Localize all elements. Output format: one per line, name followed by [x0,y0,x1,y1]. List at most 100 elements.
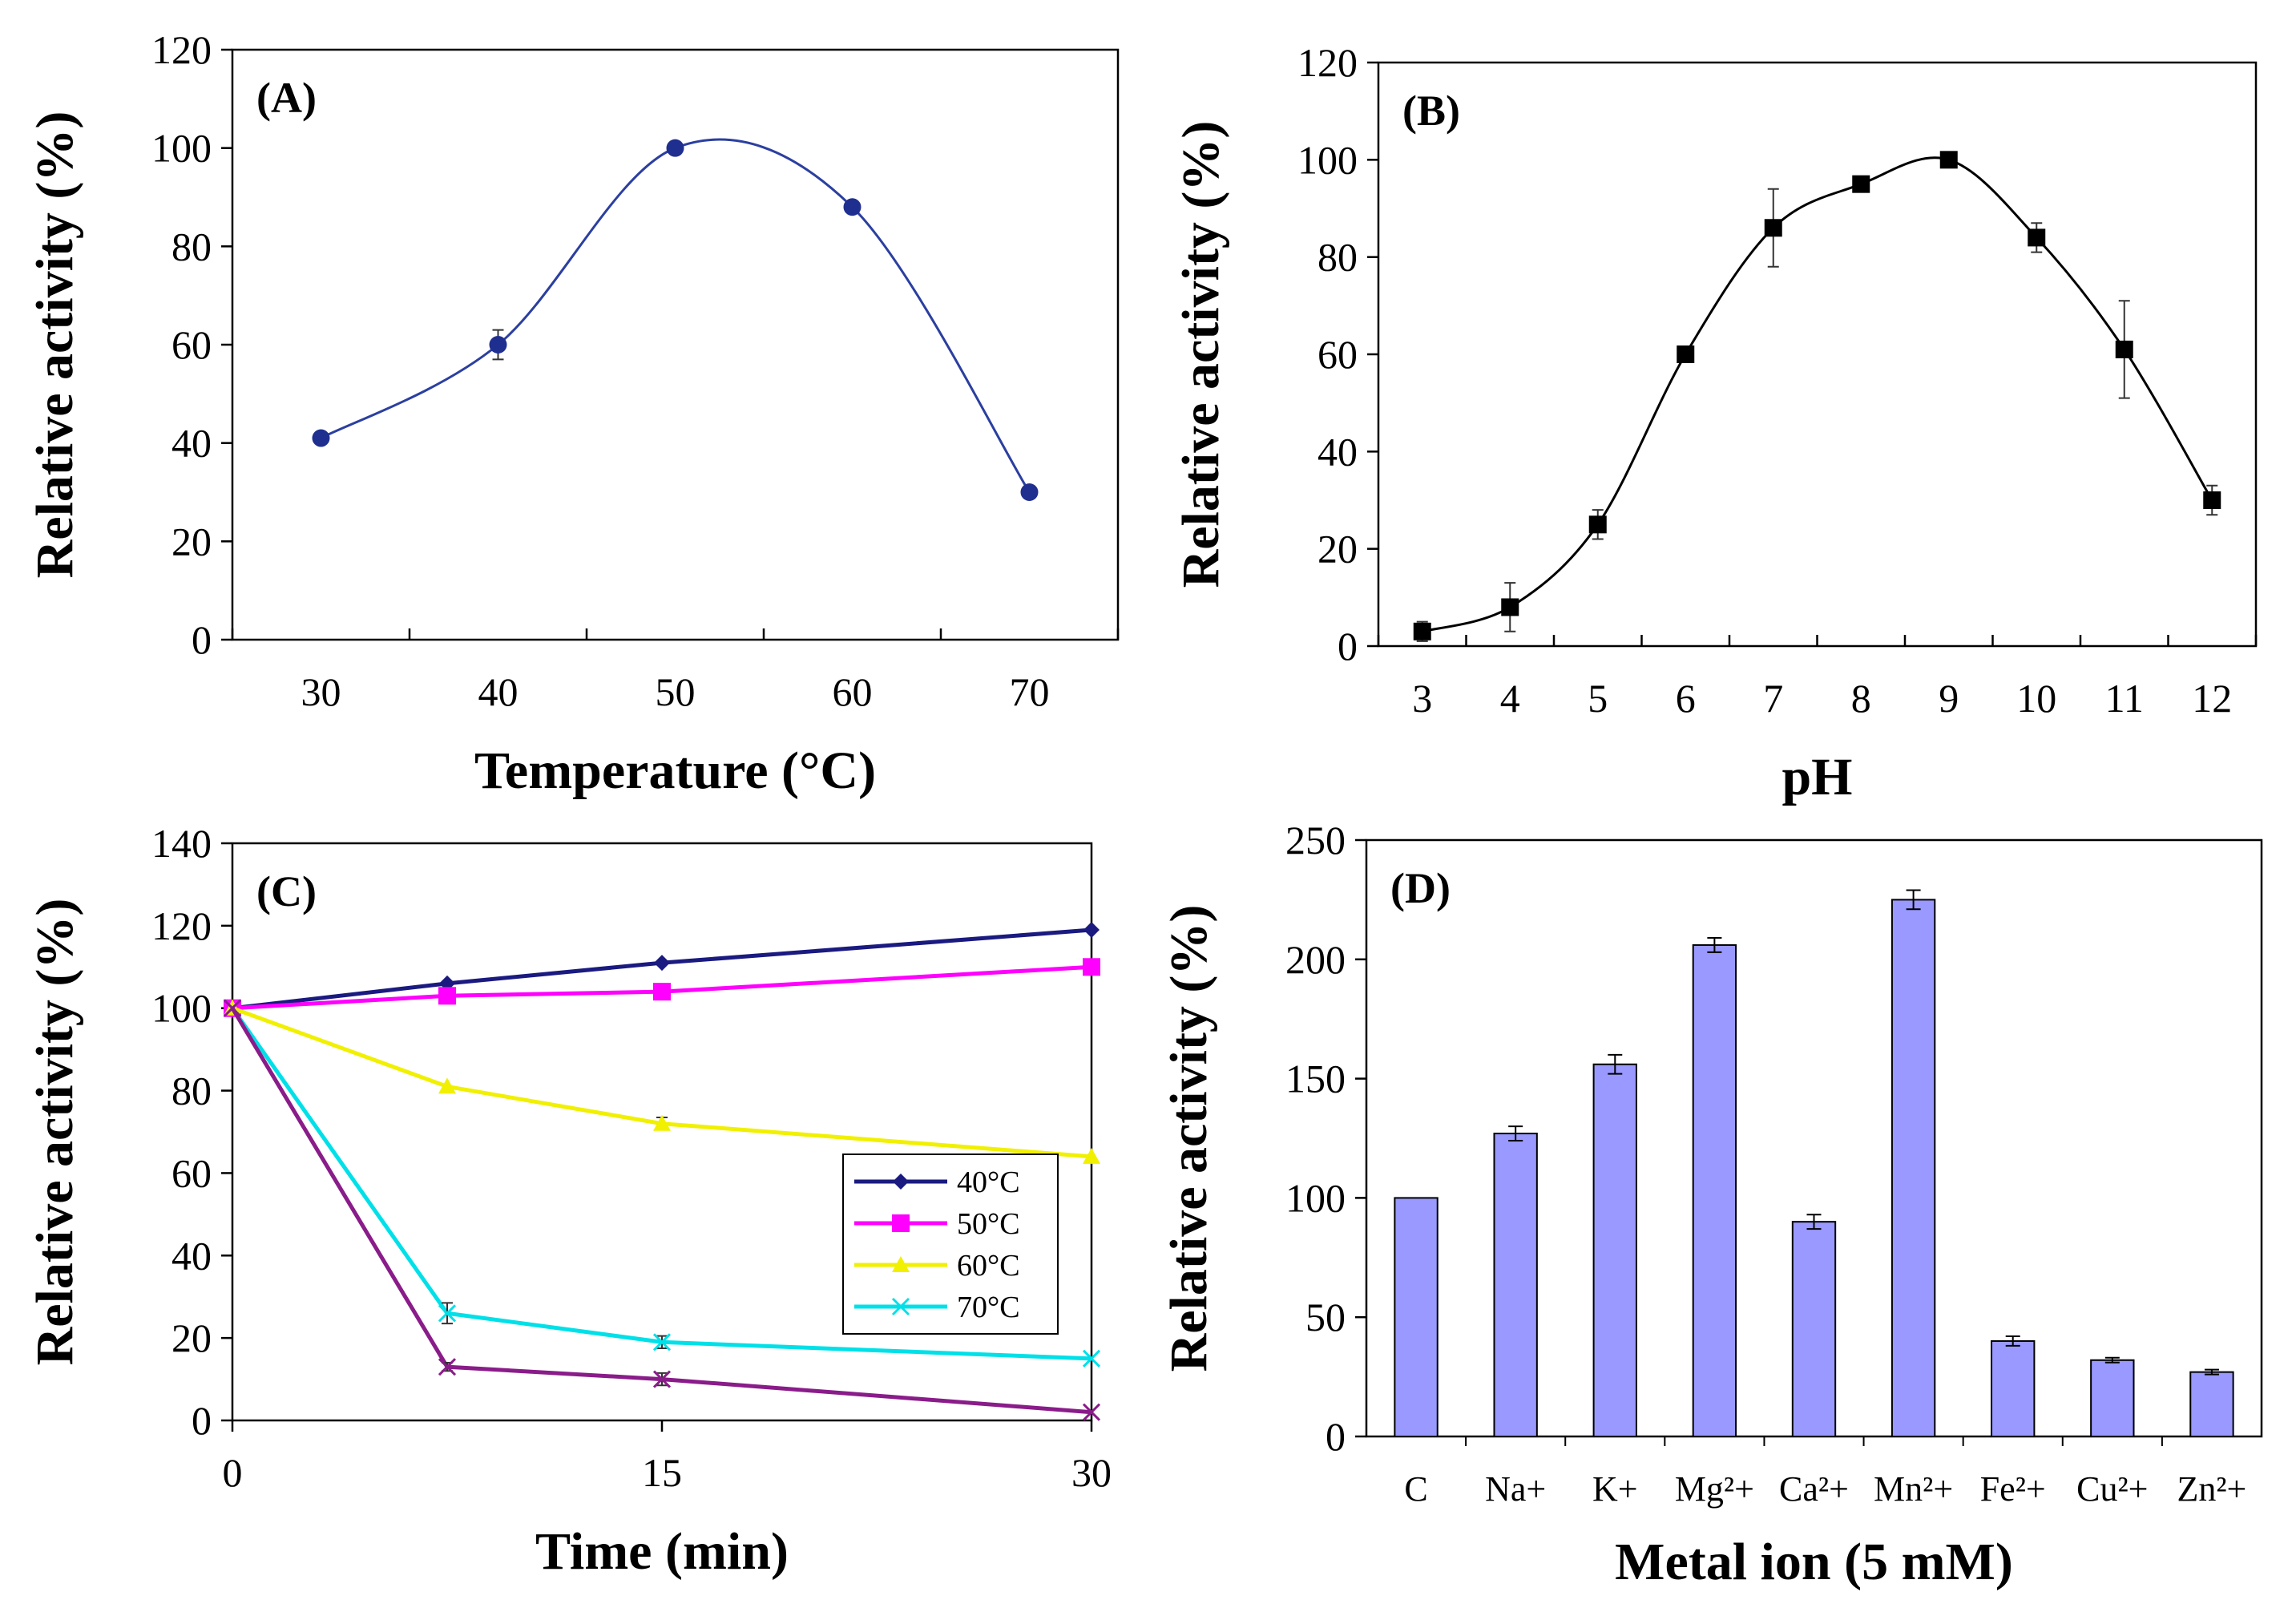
y-axis-title-3: Relative activity (%) [1160,905,1218,1372]
y-tick-label-2-0: 0 [192,1398,212,1443]
marker-2-slegend3-p0 [891,1297,910,1316]
x-tick-label-3-8: Zn²+ [2177,1469,2246,1509]
marker-2-s3-p2 [652,1333,672,1351]
plot-frame-0 [231,48,1120,641]
marker-1-s0-p1 [1501,598,1519,616]
bar-3-5 [1890,899,1936,1437]
y-tick-label-1-5: 100 [1297,137,1358,182]
x-tick-label-2-1: 15 [642,1450,682,1495]
x-axis-title-1: pH [1782,748,1852,806]
error-bar-3-8 [2204,1368,2219,1376]
marker-2-s1-p1 [438,987,456,1005]
marker-1-s0-p2 [1588,515,1607,534]
marker-2-slegend1-p0 [892,1214,910,1232]
y-tick-label-2-2: 40 [171,1233,212,1278]
x-tick-label-1-9: 12 [2192,676,2232,721]
x-tick-label-3-7: Cu²+ [2076,1469,2148,1509]
bar-3-1 [1493,1133,1538,1437]
error-bar-3-7 [2104,1356,2120,1364]
y-tick-label-2-1: 20 [171,1315,212,1360]
y-tick-label-0-1: 20 [171,519,212,564]
marker-2-s4-p1 [438,1358,457,1376]
y-tick-label-0-3: 60 [171,322,212,367]
y-tick-label-1-0: 0 [1338,624,1358,669]
y-tick-label-0-0: 0 [192,617,212,662]
panel-label-1: (B) [1402,87,1460,135]
y-tick-label-1-2: 40 [1317,429,1358,474]
x-tick-label-0-1: 40 [478,669,519,714]
y-tick-label-3-5: 250 [1285,818,1346,863]
x-tick-label-1-5: 8 [1851,676,1871,721]
x-tick-label-0-4: 70 [1010,669,1050,714]
marker-0-s0-p2 [666,139,684,157]
panel-label-2: (C) [256,867,317,915]
y-tick-label-2-6: 120 [151,903,212,948]
panel-d: 0 50 100 150 200 250 (D) Metal ion (5 mM) Relati… [1160,818,2263,1591]
legend-label-2-3: 70°C [957,1291,1020,1324]
y-tick-label-3-0: 0 [1326,1414,1346,1459]
legend-box-2 [842,1154,1059,1335]
x-tick-label-1-1: 4 [1500,676,1520,721]
y-tick-label-2-7: 140 [151,821,212,866]
marker-2-s0-p2 [654,955,670,972]
y-tick-label-1-4: 80 [1317,235,1358,280]
series-line-2-2 [232,1006,1092,1159]
y-axis-title-2: Relative activity (%) [26,899,84,1366]
error-bar-3-1 [1508,1125,1523,1141]
legend-label-2-2: 60°C [957,1249,1020,1283]
error-bar-3-4 [1806,1214,1822,1230]
marker-2-s2-p2 [653,1114,671,1131]
series-line-2-4 [230,1007,1092,1415]
x-tick-label-1-8: 11 [2105,676,2144,721]
x-axis-title-0: Temperature (°C) [474,741,876,800]
panel-b: 0 20 40 60 80 100 120 (B) pH Relative activity (%… [1172,40,2258,806]
y-tick-label-0-6: 120 [151,27,212,72]
marker-2-s4-p0 [223,999,242,1017]
y-tick-label-3-3: 150 [1285,1057,1346,1101]
marker-2-slegend0-p0 [893,1174,909,1190]
x-tick-label-3-0: C [1404,1469,1427,1509]
x-tick-label-1-2: 5 [1588,676,1608,721]
panel-a: 0 20 40 60 80 100 120 (A) Temperature (°C) Relati… [26,27,1120,800]
error-bar-3-6 [2005,1335,2020,1347]
x-axis-title-3: Metal ion (5 mM) [1615,1533,2013,1591]
y-tick-label-3-1: 50 [1305,1295,1346,1339]
marker-2-s4-p2 [652,1370,672,1388]
bar-3-3 [1692,943,1737,1437]
x-tick-label-1-0: 3 [1412,676,1432,721]
y-axis-title-1: Relative activity (%) [1172,121,1230,588]
error-bar-3-5 [1906,889,1921,911]
y-tick-label-0-2: 40 [171,421,212,466]
marker-1-s0-p0 [1413,622,1431,640]
marker-2-s0-p3 [1083,922,1100,938]
y-tick-label-1-6: 120 [1297,40,1358,85]
x-tick-label-0-2: 50 [656,669,696,714]
series-line-0-0 [320,138,1031,493]
x-tick-label-3-4: Ca²+ [1779,1469,1849,1509]
marker-0-s0-p0 [312,429,330,447]
marker-2-s3-p3 [1082,1349,1101,1368]
legend-label-2-1: 50°C [957,1207,1020,1241]
marker-2-s1-p3 [1083,958,1100,976]
x-tick-label-1-4: 7 [1763,676,1783,721]
y-tick-label-2-4: 80 [171,1069,212,1113]
x-tick-label-3-6: Fe²+ [1980,1469,2046,1509]
series-line-1-0 [1422,156,2213,633]
y-tick-label-3-2: 100 [1285,1175,1346,1220]
legend-label-2-0: 40°C [957,1166,1020,1199]
marker-2-s3-p1 [438,1304,457,1323]
marker-1-s0-p4 [1764,219,1782,237]
marker-0-s0-p1 [489,336,507,354]
x-tick-label-1-3: 6 [1676,676,1696,721]
bar-3-6 [1991,1339,2036,1437]
marker-0-s0-p4 [1020,483,1039,501]
marker-2-slegend2-p0 [892,1256,910,1272]
marker-2-s1-p2 [653,983,671,1001]
y-tick-label-1-1: 20 [1317,527,1358,572]
marker-1-s0-p6 [1939,151,1958,169]
error-bar-3-3 [1707,937,1722,953]
marker-1-s0-p9 [2203,491,2221,509]
panel-label-0: (A) [256,74,317,122]
x-tick-label-3-1: Na+ [1485,1469,1546,1509]
